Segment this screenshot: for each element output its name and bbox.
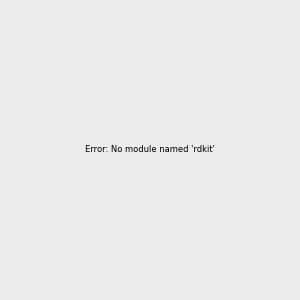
Text: Error: No module named 'rdkit': Error: No module named 'rdkit' bbox=[85, 146, 215, 154]
